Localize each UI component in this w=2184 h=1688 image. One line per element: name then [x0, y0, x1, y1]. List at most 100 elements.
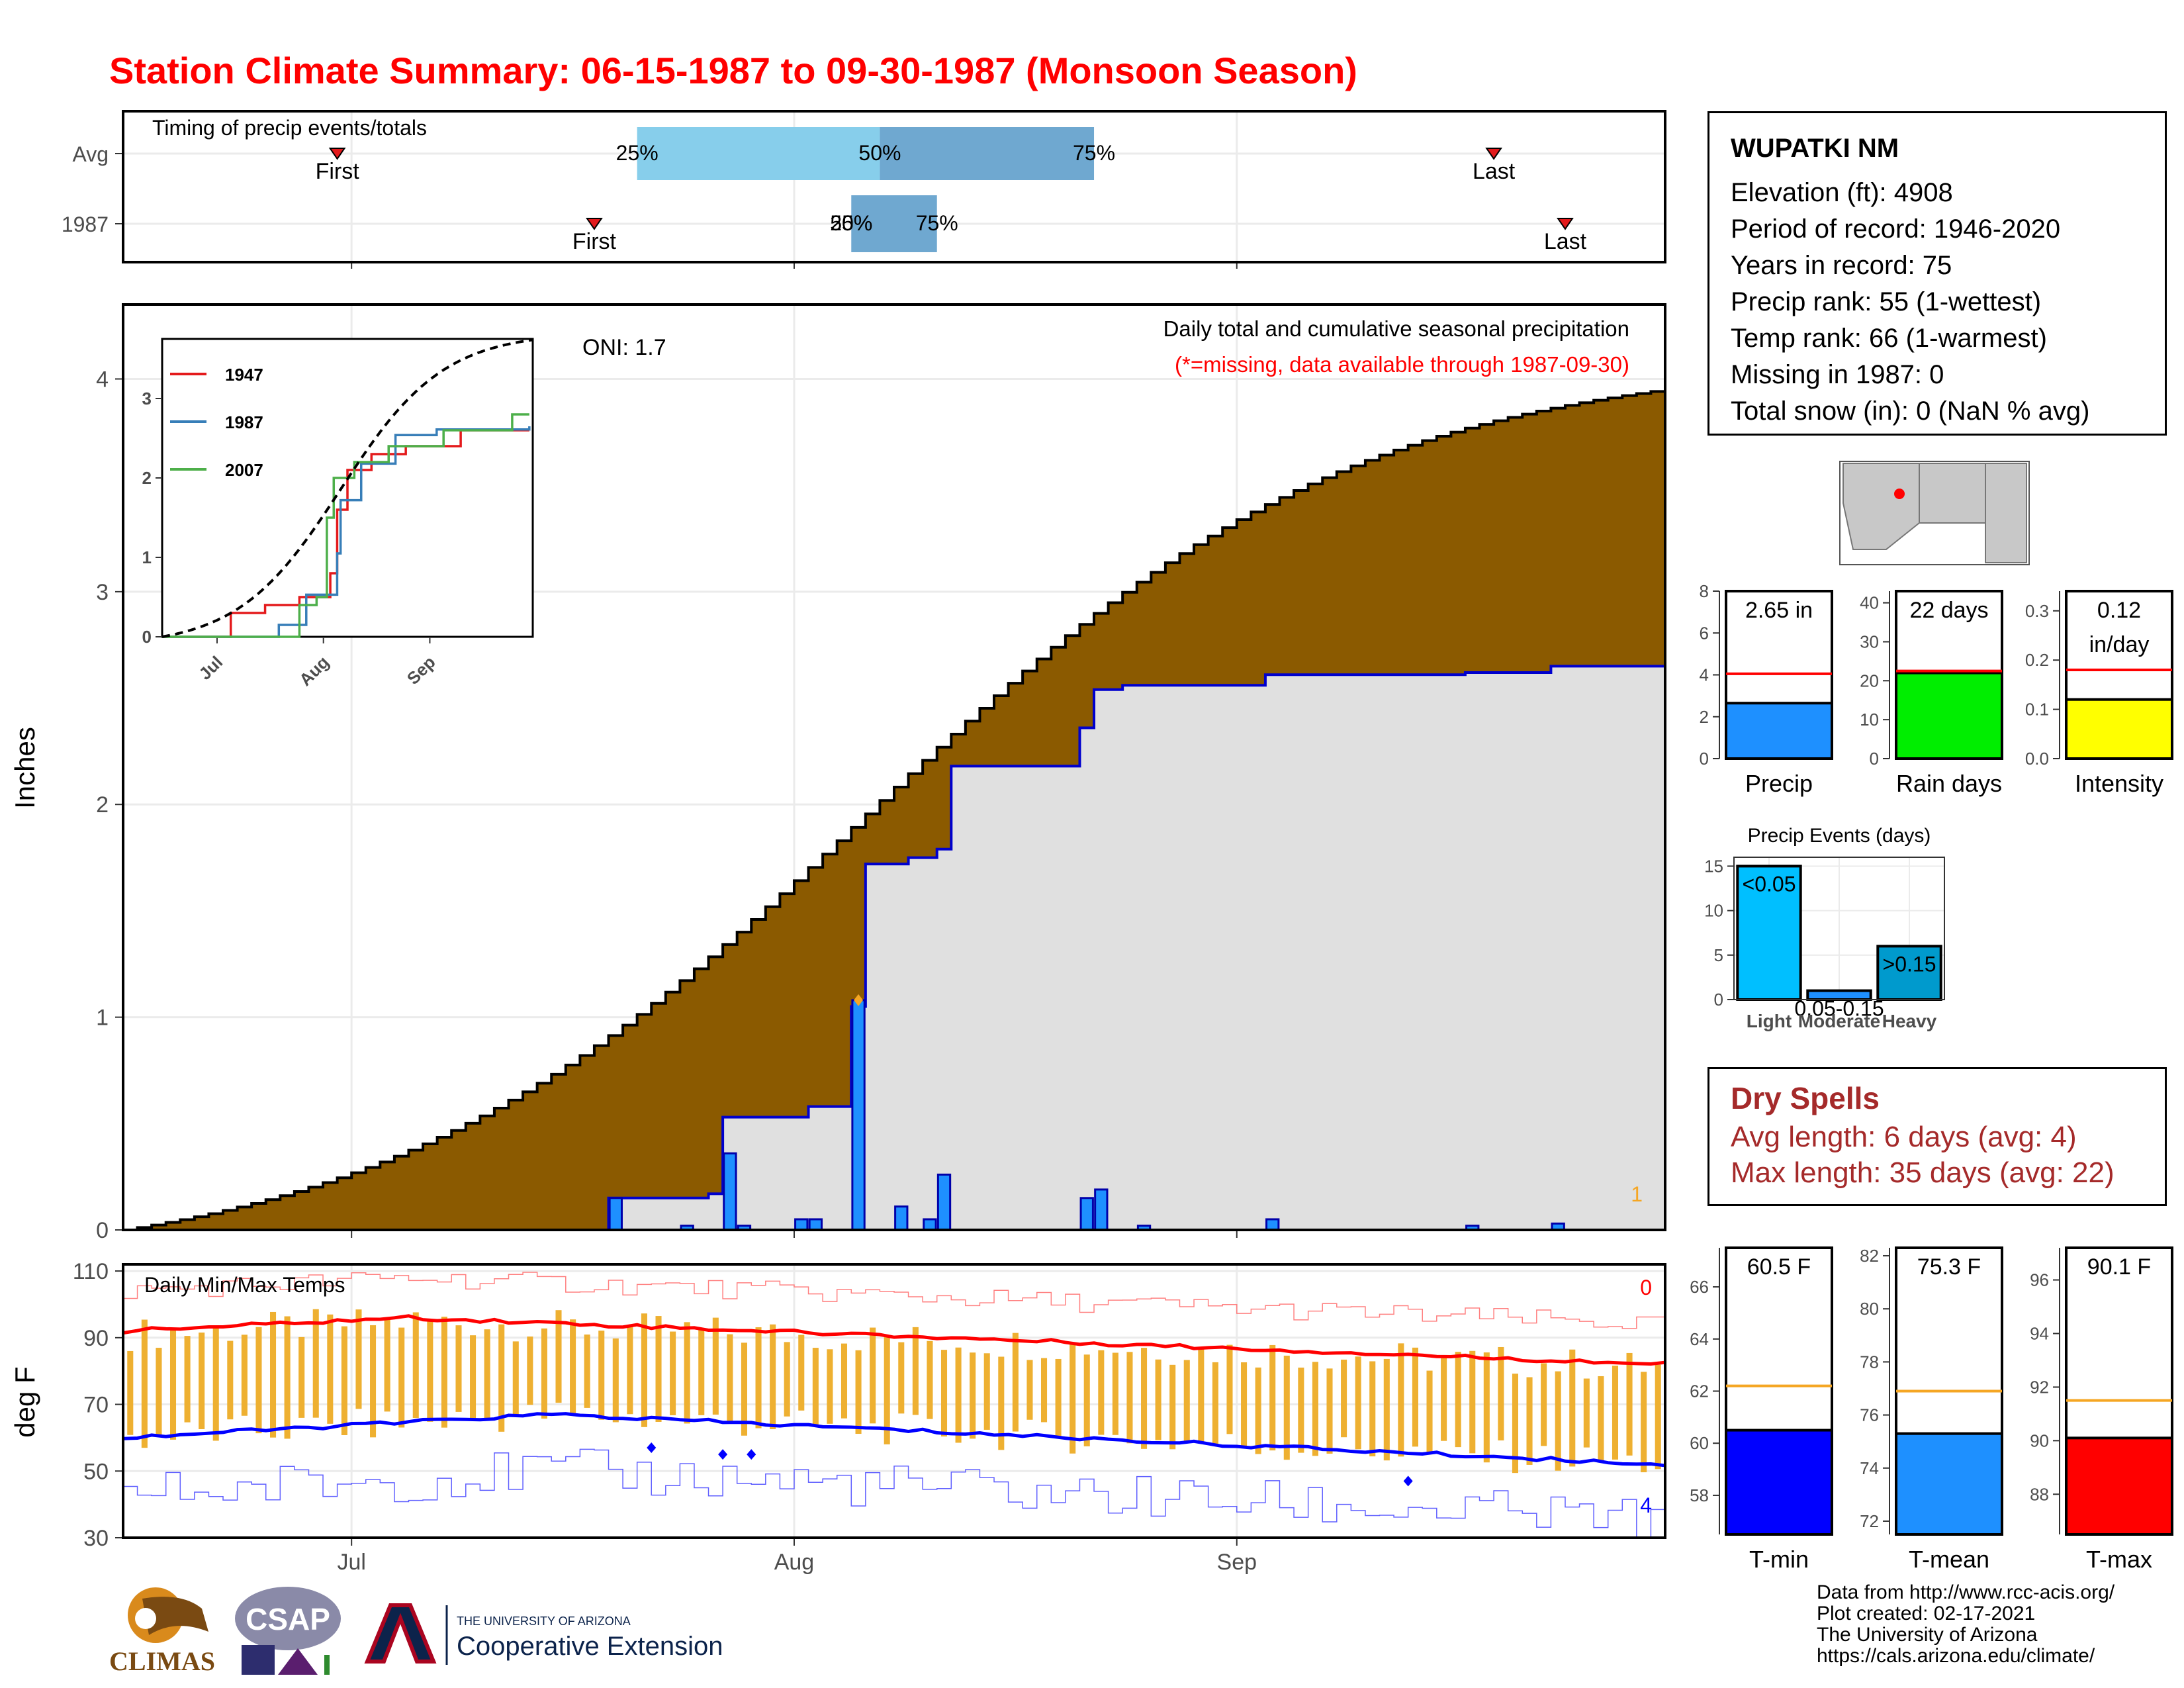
tmax-y-tick-label: 90	[2030, 1430, 2049, 1450]
daily-temp-bar	[1441, 1358, 1447, 1441]
rain_days-y-tick-label: 10	[1860, 710, 1879, 729]
precip-events-y-tick-label: 15	[1704, 856, 1723, 876]
station-years: Years in record: 75	[1731, 251, 1952, 280]
precip-events-category-heavy: Heavy	[1882, 1011, 1937, 1031]
daily-temp-bar	[684, 1322, 690, 1424]
tmin-y-tick-label: 62	[1690, 1382, 1709, 1401]
daily-temp-bar	[127, 1350, 134, 1435]
precip_total-value-label: 2.65 in	[1745, 598, 1813, 623]
precip-panel-title: Daily total and cumulative seasonal prec…	[1163, 316, 1629, 341]
timing-label-q75: 75%	[916, 211, 958, 235]
daily-temp-bar	[1598, 1376, 1604, 1463]
rain_days-y-tick-label: 30	[1860, 632, 1879, 651]
timing-label-first: First	[316, 159, 360, 184]
missing-data-marker	[854, 994, 864, 1006]
avg-tmax-line	[122, 1314, 1666, 1366]
texas-shape	[1985, 463, 2027, 563]
daily-temp-bar	[1355, 1356, 1361, 1450]
timing-marker-first	[328, 148, 346, 160]
precip-y-tick-label: 2	[96, 792, 109, 818]
daily-temp-bar	[698, 1328, 705, 1415]
tmean-y-tick-label: 78	[1860, 1352, 1879, 1372]
daily-temp-bar	[898, 1342, 905, 1414]
credit-url: https://cals.arizona.edu/climate/	[1817, 1645, 2095, 1667]
daily-temp-bar	[199, 1333, 205, 1429]
daily-precip-bar	[723, 1152, 737, 1231]
daily-temp-bar	[1326, 1368, 1333, 1454]
temp-y-tick-label: 90	[83, 1326, 109, 1351]
daily-temp-bar	[427, 1319, 433, 1422]
daily-temp-bar	[1026, 1360, 1033, 1420]
daily-temp-bar	[798, 1335, 805, 1411]
daily-precip-bar	[894, 1205, 909, 1231]
precip-events-title: Precip Events (days)	[1748, 825, 1931, 847]
credit-data-source: Data from http://www.rcc-acis.org/	[1817, 1581, 2115, 1603]
daily-temp-bar	[1412, 1347, 1418, 1447]
credits: Data from http://www.rcc-acis.org/ Plot …	[1817, 1582, 2115, 1667]
tmin-category-label: T-min	[1749, 1546, 1809, 1573]
precip_total-y-tick-label: 8	[1700, 581, 1709, 601]
tmin-y-tick-label: 66	[1690, 1277, 1709, 1297]
daily-temp-bar	[156, 1348, 162, 1436]
page-title: Station Climate Summary: 06-15-1987 to 0…	[109, 50, 1357, 91]
daily-temp-bar	[641, 1313, 647, 1427]
intensity-bar	[2065, 698, 2173, 761]
daily-temp-bar	[555, 1310, 562, 1403]
precip_total-y-tick-label: 0	[1700, 749, 1709, 769]
inset-line-1987	[162, 426, 531, 638]
intensity-category-label: Intensity	[2075, 770, 2163, 797]
precip-panel-border	[122, 303, 1666, 1231]
daily-temp-bar	[940, 1350, 948, 1437]
precip-y-tick-label: 3	[96, 580, 109, 605]
tmean-y-tick-label: 80	[1860, 1299, 1879, 1319]
timing-label-last: Last	[1473, 159, 1516, 184]
precip-events-bar-label-heavy: >0.15	[1883, 952, 1936, 976]
precip_total-category-label: Precip	[1745, 770, 1813, 797]
timing-label-q50: 50%	[830, 211, 872, 235]
rain_days-y-tick-label: 20	[1860, 671, 1879, 690]
precip-events-y-tick-label: 5	[1714, 945, 1723, 965]
daily-temp-bar	[998, 1356, 1005, 1450]
daily-temp-bar	[327, 1314, 334, 1424]
daily-temp-bar	[841, 1343, 848, 1419]
temp-x-tick-label: Sep	[1217, 1550, 1257, 1575]
temp-y-tick-label: 70	[83, 1393, 109, 1418]
temp-y-tick-label: 110	[73, 1259, 109, 1284]
daily-temp-bar	[870, 1327, 876, 1424]
timing-bar-q50-q75	[880, 127, 1095, 180]
ua-big-text: Cooperative Extension	[457, 1632, 723, 1661]
daily-temp-bar	[1083, 1354, 1090, 1446]
temp-panel-bg	[123, 1264, 1665, 1538]
credit-university: The University of Arizona	[1817, 1624, 2038, 1646]
daily-temp-bar	[1555, 1371, 1561, 1471]
daily-temp-bar	[770, 1324, 776, 1429]
daily-temp-bar	[1155, 1359, 1161, 1440]
record-low-line	[123, 1448, 1665, 1538]
timing-marker-last	[1485, 148, 1503, 160]
inset-avg-line	[161, 338, 533, 638]
daily-temp-bar	[1126, 1352, 1133, 1444]
precip-events-y-tick-label: 10	[1704, 901, 1723, 921]
daily-temp-bar	[284, 1316, 291, 1439]
tmin-y-tick-label: 64	[1690, 1329, 1709, 1349]
precip-events-bar-label-light: <0.05	[1743, 872, 1796, 896]
temp-y-tick-label: 30	[83, 1526, 109, 1551]
dry-spells-box: Dry Spells Avg length: 6 days (avg: 4) M…	[1707, 1067, 2167, 1206]
daily-temp-bar	[1141, 1348, 1148, 1449]
daily-temp-bar	[1383, 1358, 1390, 1461]
daily-temp-bar	[884, 1336, 890, 1444]
daily-temp-bar	[970, 1352, 976, 1439]
precip-missing-count: 1	[1631, 1182, 1643, 1206]
daily-temp-bar	[1241, 1362, 1248, 1448]
daily-temp-bar	[1212, 1362, 1218, 1446]
daily-temp-bar	[612, 1338, 619, 1423]
daily-temp-bar	[855, 1350, 862, 1434]
dry-spells-avg: Avg length: 6 days (avg: 4)	[1731, 1121, 2077, 1153]
daily-temp-bar	[470, 1335, 477, 1420]
intensity-y-tick-label: 0.2	[2025, 650, 2049, 670]
precip_total-bar	[1725, 702, 1833, 760]
temp-y-tick-label: 50	[83, 1459, 109, 1484]
inset-legend-label-2007: 2007	[225, 460, 263, 480]
daily-temp-bar	[1641, 1372, 1647, 1473]
tmean-y-tick-label: 82	[1860, 1246, 1879, 1266]
